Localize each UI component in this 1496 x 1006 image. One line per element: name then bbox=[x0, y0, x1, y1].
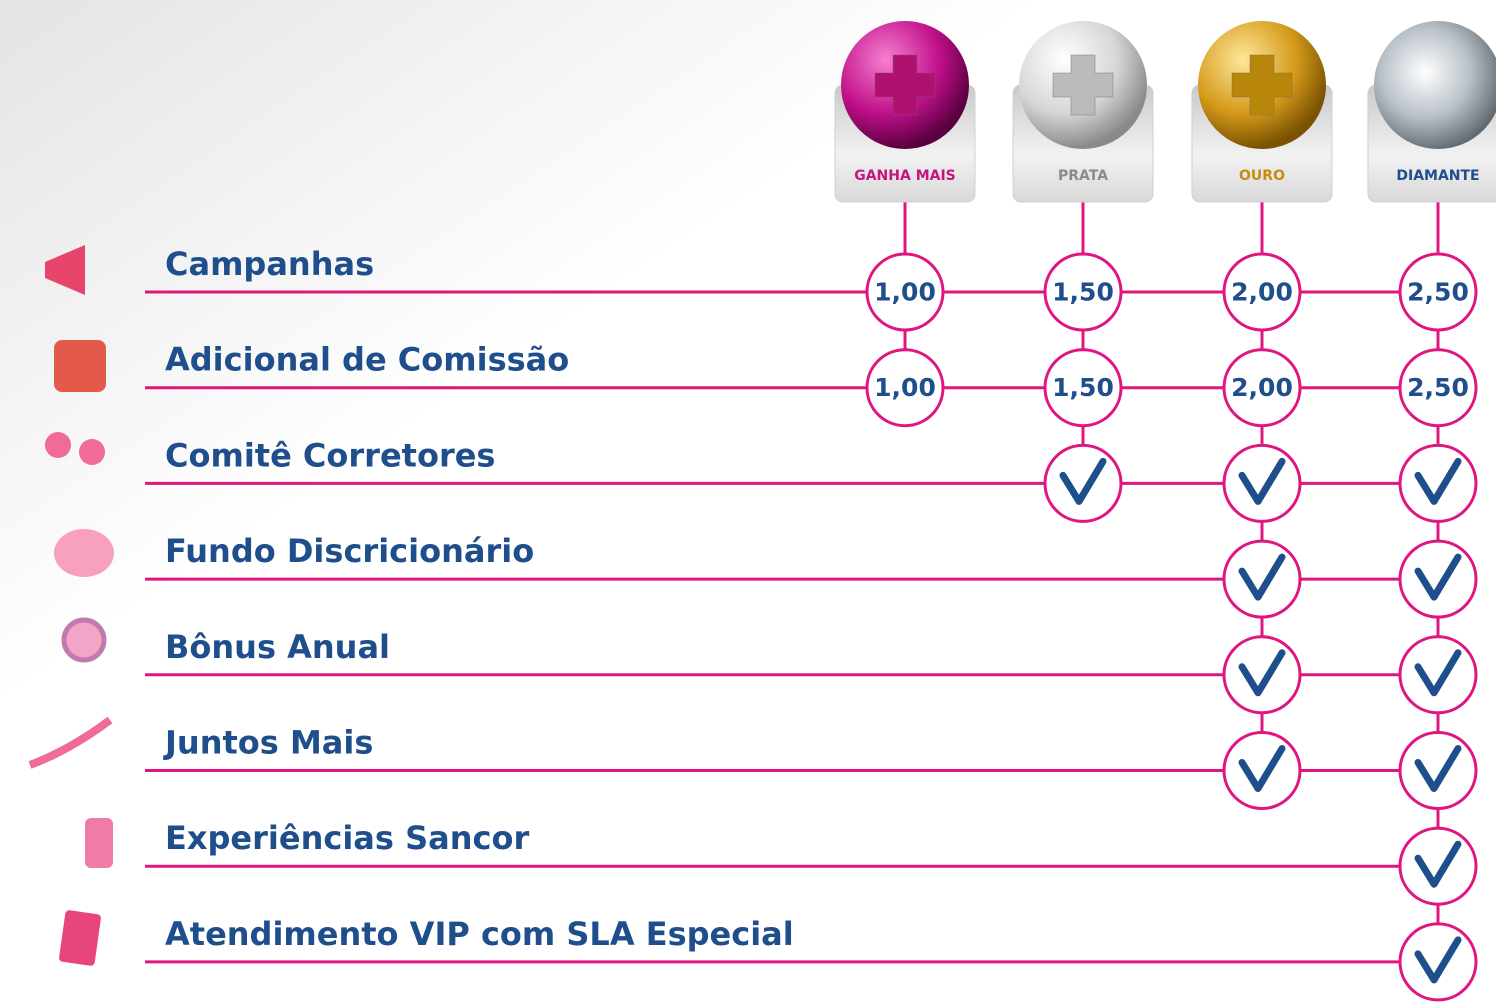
check-icon bbox=[1414, 745, 1462, 792]
row-label: Experiências Sancor bbox=[165, 819, 529, 857]
check-icon bbox=[1414, 457, 1462, 505]
ticket-icon bbox=[59, 910, 101, 966]
cell-circle bbox=[865, 252, 945, 332]
check-icon bbox=[1414, 936, 1462, 984]
check-icon bbox=[1414, 553, 1462, 601]
cell-circle bbox=[1398, 252, 1478, 332]
ribbon-icon bbox=[61, 617, 107, 663]
cell-value: 1,50 bbox=[1052, 278, 1114, 307]
cell-circle bbox=[865, 348, 945, 428]
check-icon bbox=[1414, 840, 1462, 888]
cell-circle bbox=[1043, 443, 1123, 523]
row-label: Fundo Discricionário bbox=[165, 532, 534, 570]
cell-circle bbox=[1398, 826, 1478, 906]
cell-circle bbox=[1222, 539, 1302, 619]
megaphone-icon bbox=[45, 245, 85, 295]
cell-circle bbox=[1398, 539, 1478, 619]
wallet-icon bbox=[54, 340, 106, 392]
tier-label: PRATA bbox=[1058, 168, 1108, 184]
check-icon bbox=[1414, 649, 1462, 697]
cell-circle bbox=[1398, 635, 1478, 715]
hands-icon bbox=[28, 716, 113, 769]
cell-circle bbox=[1222, 252, 1302, 332]
piggy-icon bbox=[54, 529, 114, 577]
cell-circle bbox=[1222, 348, 1302, 428]
cell-value: 1,00 bbox=[874, 373, 936, 402]
check-icon bbox=[1059, 457, 1107, 505]
check-icon bbox=[1238, 745, 1286, 792]
check-icon bbox=[1238, 553, 1286, 601]
cell-circle bbox=[1043, 348, 1123, 428]
people-icon bbox=[79, 439, 105, 465]
plus-icon bbox=[1052, 54, 1114, 116]
check-icon bbox=[1238, 649, 1286, 697]
row-icons bbox=[28, 245, 114, 966]
cell-value: 2,50 bbox=[1407, 373, 1469, 402]
plus-icon bbox=[874, 54, 936, 116]
row-label: Campanhas bbox=[165, 245, 374, 283]
row-label: Comitê Corretores bbox=[165, 436, 495, 474]
grid: Campanhas Adicional de Comissão Comitê Cor… bbox=[145, 21, 1496, 1002]
cell-circle bbox=[1043, 252, 1123, 332]
cell-circle bbox=[1398, 443, 1478, 523]
tier-sphere bbox=[1374, 21, 1496, 149]
cell-value: 1,50 bbox=[1052, 373, 1114, 402]
suitcase-icon bbox=[85, 818, 113, 868]
cell-value: 2,50 bbox=[1407, 278, 1469, 307]
row-label: Bônus Anual bbox=[165, 628, 390, 666]
cell-circle bbox=[1222, 731, 1302, 810]
tier-label: GANHA MAIS bbox=[854, 168, 956, 184]
row-label: Adicional de Comissão bbox=[165, 341, 569, 379]
cell-value: 2,00 bbox=[1231, 278, 1293, 307]
cell-value: 2,00 bbox=[1231, 373, 1293, 402]
tier-label: OURO bbox=[1239, 168, 1285, 184]
plus-icon bbox=[1231, 54, 1293, 116]
cell-value: 1,00 bbox=[874, 278, 936, 307]
tier-label: DIAMANTE bbox=[1396, 168, 1479, 184]
cell-circle bbox=[1398, 731, 1478, 810]
row-label: Juntos Mais bbox=[163, 724, 373, 762]
row-label: Atendimento VIP com SLA Especial bbox=[165, 915, 794, 953]
people-icon bbox=[45, 432, 71, 458]
cell-circle bbox=[1398, 348, 1478, 428]
cell-circle bbox=[1398, 922, 1478, 1002]
cell-circle bbox=[1222, 443, 1302, 523]
check-icon bbox=[1238, 457, 1286, 505]
cell-circle bbox=[1222, 635, 1302, 715]
